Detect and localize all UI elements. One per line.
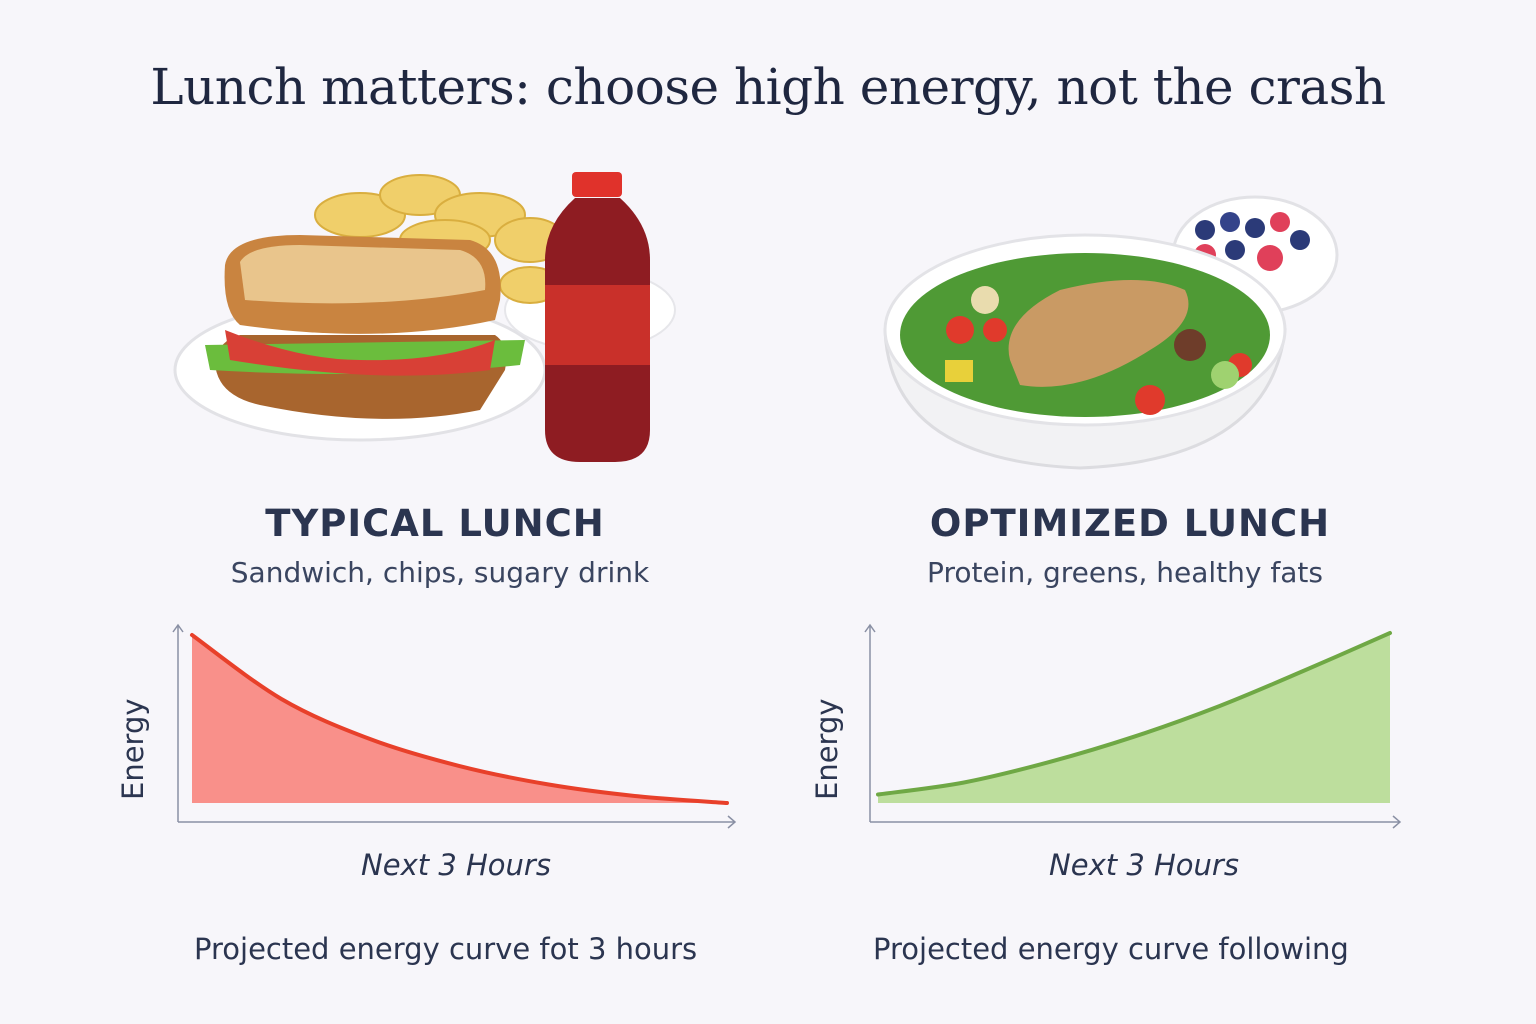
y-axis-arrow-0	[172, 623, 184, 822]
typical-lunch-heading: TYPICAL LUNCH	[265, 502, 605, 545]
energy-line-0	[190, 633, 729, 805]
optimized-lunch-image	[883, 195, 1339, 470]
left-y-axis-label: Energy	[116, 698, 150, 800]
left-x-axis-label: Next 3 Hours	[361, 848, 551, 882]
typical-lunch-subtitle: Sandwich, chips, sugary drink	[230, 556, 650, 589]
energy-area-0	[192, 635, 727, 803]
typical-lunch-caption: Projected energy curve fot 3 hours	[194, 932, 698, 966]
right-x-axis-label: Next 3 Hours	[1049, 848, 1239, 882]
berries	[1194, 212, 1310, 271]
sandwich	[205, 235, 525, 419]
optimized-lunch-subtitle: Protein, greens, healthy fats	[927, 556, 1323, 589]
x-axis-arrow-1	[870, 815, 1402, 829]
page-title: Lunch matters: choose high energy, not t…	[150, 58, 1386, 116]
typical-lunch-image	[173, 172, 676, 462]
y-axis-arrow-1	[864, 623, 876, 822]
x-axis-arrow-0	[178, 815, 737, 829]
soda-bottle	[545, 172, 650, 462]
energy-area-1	[878, 633, 1390, 803]
salad-toppings	[945, 286, 1252, 415]
right-y-axis-label: Energy	[810, 698, 844, 800]
optimized-lunch-heading: OPTIMIZED LUNCH	[929, 502, 1331, 545]
optimized-lunch-caption: Projected energy curve following	[873, 932, 1349, 966]
